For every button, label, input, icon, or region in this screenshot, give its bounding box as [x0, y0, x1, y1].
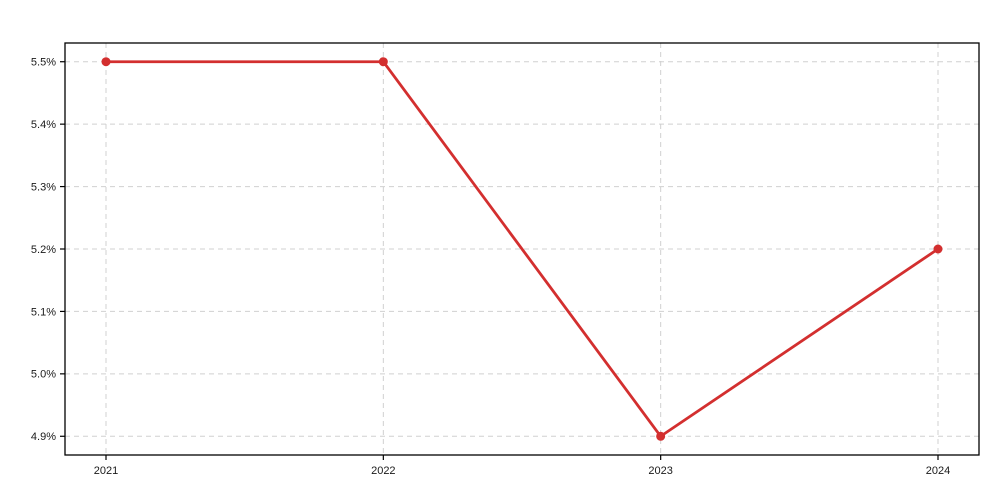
data-point — [378, 57, 388, 67]
data-point — [933, 244, 943, 254]
x-tick-label: 2021 — [94, 465, 118, 477]
x-tick-label: 2024 — [926, 465, 950, 477]
y-tick-label: 5.5% — [31, 57, 56, 69]
y-tick-label: 5.2% — [31, 244, 56, 256]
x-tick-label: 2023 — [648, 465, 672, 477]
trend-line — [104, 60, 940, 438]
y-tick-label: 5.3% — [31, 181, 56, 193]
y-tick-label: 5.0% — [31, 369, 56, 381]
data-point — [656, 431, 666, 441]
x-tick-label: 2022 — [371, 465, 395, 477]
y-tick-label: 5.4% — [31, 119, 56, 131]
data-point — [101, 57, 111, 67]
y-tick-label: 5.1% — [31, 306, 56, 318]
y-tick-label: 4.9% — [31, 431, 56, 443]
